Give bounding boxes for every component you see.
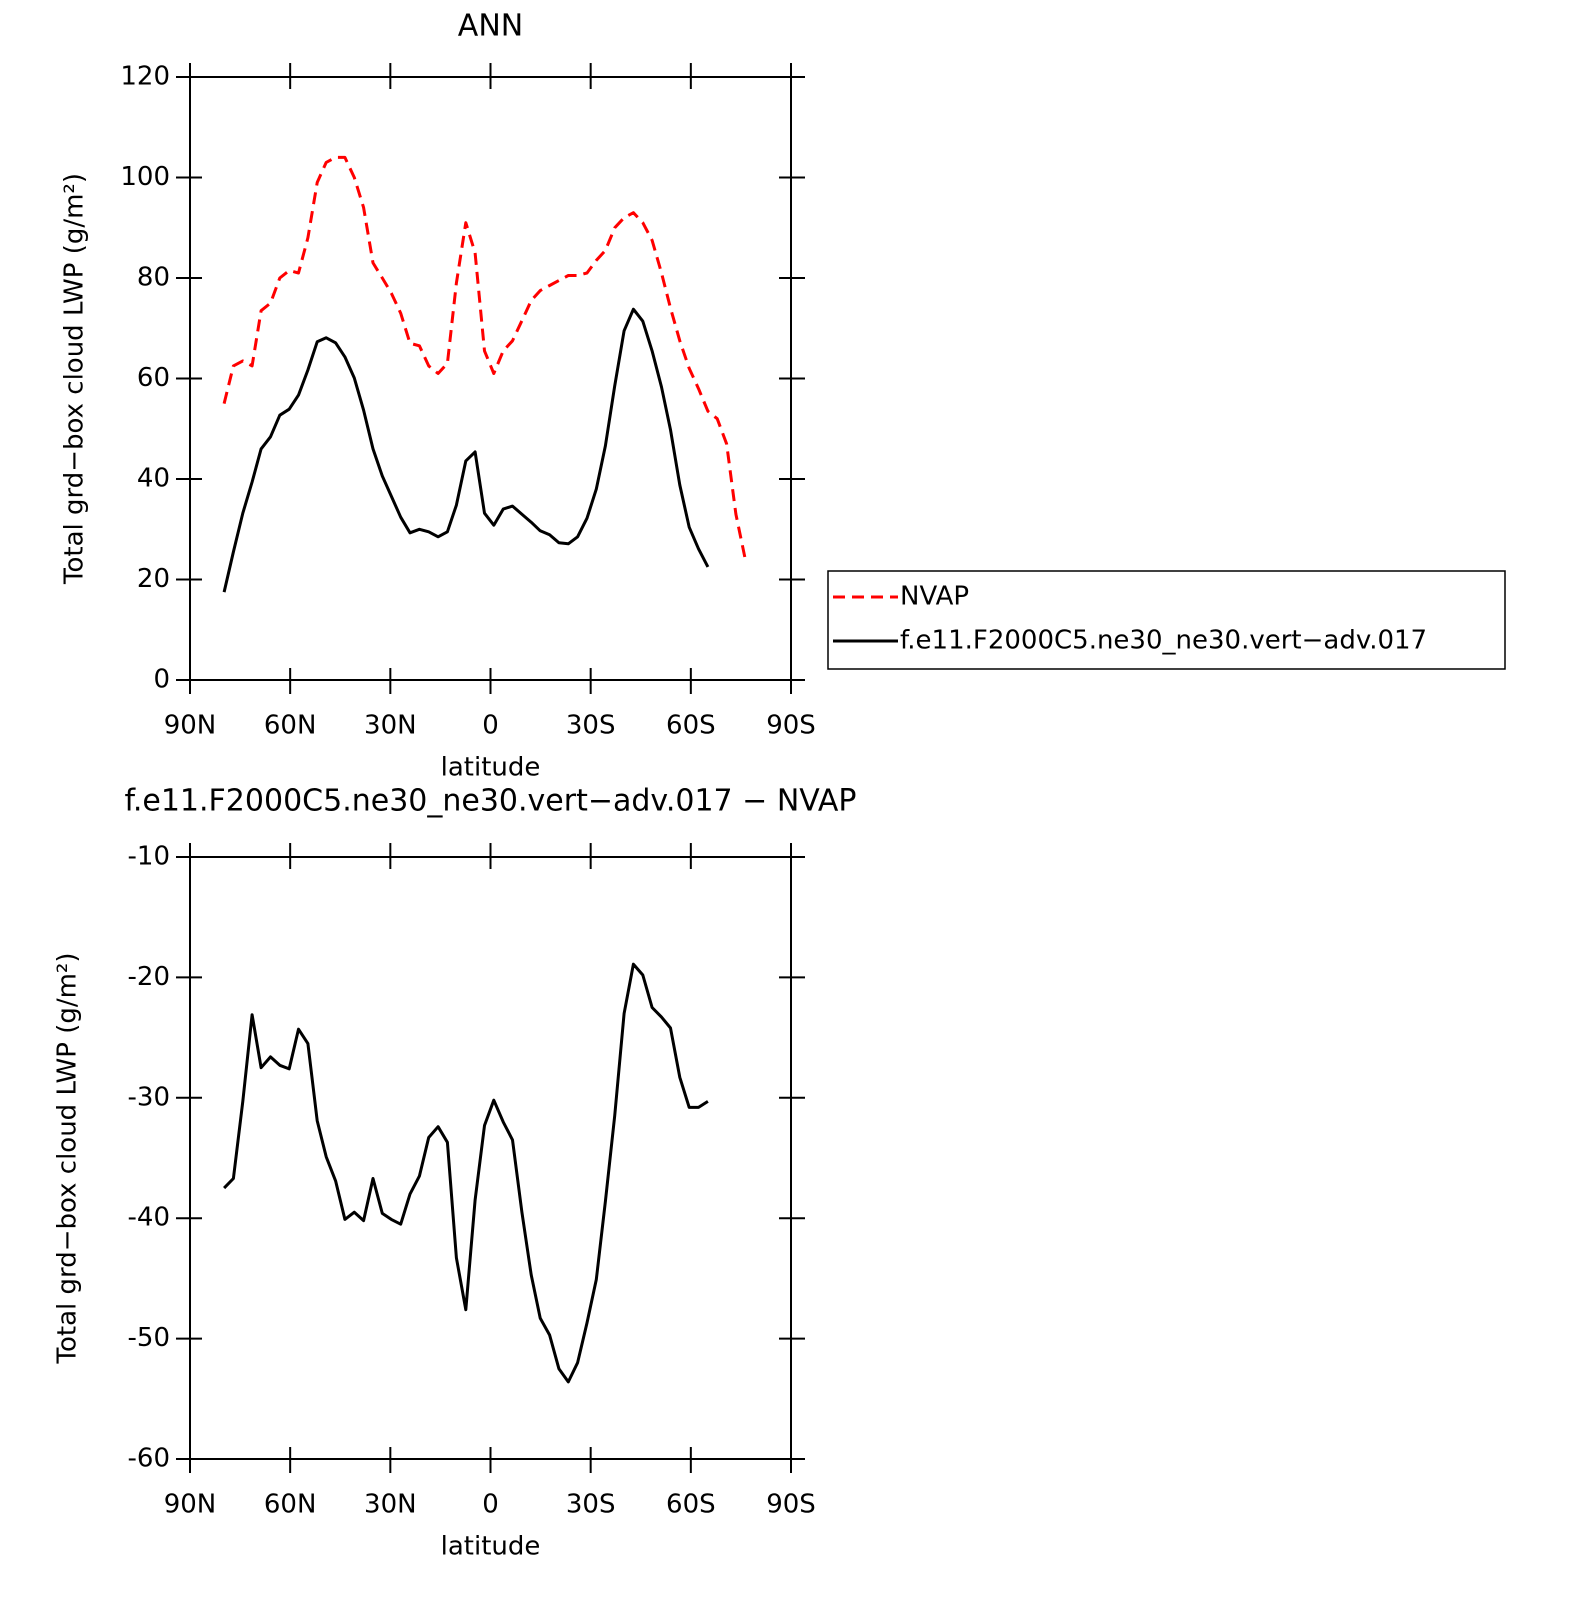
chart-title: f.e11.F2000C5.ne30_ne30.vert−adv.017 − N… [124, 784, 856, 819]
x-tick-label: 90N [164, 1490, 217, 1520]
y-tick-label: 40 [137, 464, 170, 494]
y-tick-label: -40 [128, 1203, 170, 1233]
legend-label: f.e11.F2000C5.ne30_ne30.vert−adv.017 [900, 626, 1427, 656]
x-axis-label: latitude [441, 1532, 541, 1562]
x-tick-label: 0 [482, 711, 499, 741]
data-line [222, 307, 710, 593]
x-tick-label: 30S [566, 1490, 616, 1520]
y-tick-label: 120 [120, 62, 170, 92]
y-tick-label: -10 [128, 842, 170, 872]
y-tick-label: -20 [128, 962, 170, 992]
plot-frame [189, 76, 792, 681]
y-tick-label: -50 [128, 1323, 170, 1353]
legend-label: NVAP [900, 582, 969, 612]
x-tick-label: 60S [666, 1490, 716, 1520]
x-tick-label: 90S [766, 711, 816, 741]
plot-frame [189, 856, 792, 1460]
y-tick-label: 0 [153, 665, 170, 695]
y-axis-label: Total grd−box cloud LWP (g/m²) [60, 173, 90, 585]
x-tick-label: 30S [566, 711, 616, 741]
x-tick-label: 30N [364, 711, 417, 741]
y-tick-label: 60 [137, 363, 170, 393]
x-tick-label: 60S [666, 711, 716, 741]
legend-box [827, 570, 1506, 670]
data-line [223, 962, 709, 1384]
x-tick-label: 90N [164, 711, 217, 741]
y-tick-label: 100 [120, 162, 170, 192]
y-tick-label: 80 [137, 263, 170, 293]
chart-title: ANN [458, 9, 523, 44]
x-tick-label: 0 [482, 1490, 499, 1520]
y-tick-label: -30 [128, 1082, 170, 1112]
x-tick-label: 60N [264, 711, 317, 741]
y-axis-label: Total grd−box cloud LWP (g/m²) [53, 953, 83, 1365]
x-tick-label: 30N [364, 1490, 417, 1520]
x-axis-label: latitude [441, 753, 541, 783]
y-tick-label: -60 [128, 1444, 170, 1474]
y-tick-label: 20 [137, 564, 170, 594]
x-tick-label: 90S [766, 1490, 816, 1520]
data-line [222, 155, 747, 560]
x-tick-label: 60N [264, 1490, 317, 1520]
